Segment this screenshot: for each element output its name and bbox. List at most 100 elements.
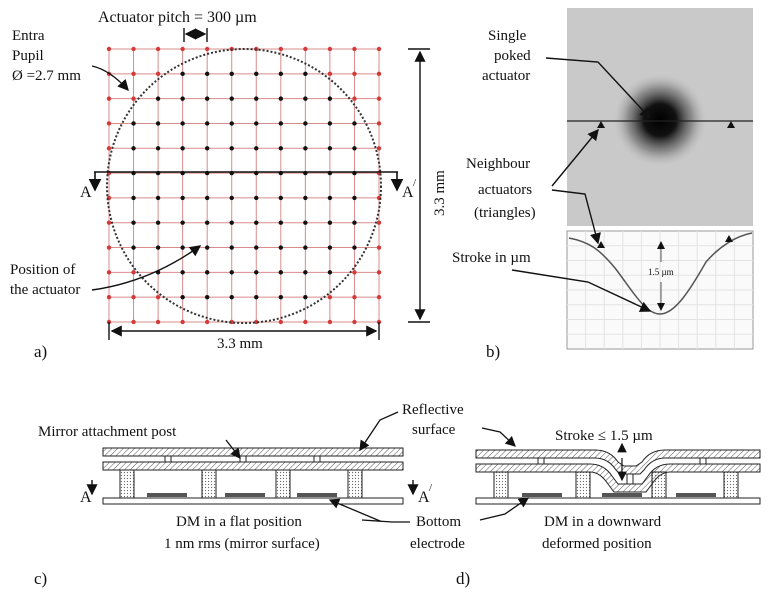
- actuator-dot: [131, 121, 136, 126]
- actuator-dot: [278, 245, 284, 250]
- neighbour-leader-arrow-bottom: [551, 189, 601, 245]
- actuator-dot: [254, 146, 259, 151]
- actuator-dot: [254, 294, 259, 300]
- actuator-dot: [303, 71, 308, 77]
- actuator-dot: [352, 220, 357, 225]
- actuator-dot: [131, 220, 136, 225]
- section-c-label-right: A: [418, 489, 430, 506]
- actuator-dot: [180, 245, 185, 250]
- actuator-dot: [303, 46, 308, 52]
- pupil-label-line2: Pupil: [12, 48, 44, 64]
- single-label-line2: poked: [494, 48, 531, 64]
- actuator-dot: [376, 71, 382, 77]
- actuator-dot: [106, 270, 112, 275]
- actuator-dot: [376, 96, 382, 101]
- flat-position-label-line1: DM in a flat position: [176, 514, 302, 530]
- reflective-label-line2: surface: [412, 422, 456, 438]
- section-c-prime: /: [429, 482, 433, 494]
- deformed-label-line2: deformed position: [542, 536, 652, 552]
- pupil-leader-arrow: [91, 65, 129, 92]
- d-electrode-2: [602, 493, 642, 497]
- poked-actuator-spot: [614, 74, 706, 166]
- panel-d: Reflective surface Stroke ≤ 1.5 µm Botto…: [328, 402, 761, 588]
- electrode-2: [225, 493, 265, 497]
- neighbour-label-line1: Neighbour: [466, 156, 530, 172]
- actuator-dot: [180, 195, 185, 201]
- actuator-dot: [376, 270, 382, 275]
- d-electrode-3: [676, 493, 716, 497]
- actuator-dot: [254, 245, 259, 250]
- pupil-label-line3: Ø =2.7 mm: [12, 68, 81, 84]
- actuator-dot: [131, 195, 136, 201]
- reflective-arrow-d: [481, 427, 516, 447]
- actuator-dot: [155, 146, 161, 151]
- bottom-electrode-label-line2: electrode: [410, 536, 465, 552]
- d-anchor-3: [651, 471, 667, 499]
- panel-c: Mirror attachment post A A / DM in a fla…: [34, 424, 433, 588]
- profile-neighbour-left: [597, 241, 605, 248]
- single-label-line3: actuator: [482, 68, 530, 84]
- single-leader-arrow: [545, 57, 651, 120]
- actuator-dot: [278, 121, 284, 126]
- d-attachment-post-2: [626, 473, 634, 485]
- d-anchor-2: [575, 471, 591, 499]
- actuator-dot: [155, 46, 161, 52]
- actuator-dot: [254, 220, 259, 225]
- actuator-dot: [303, 220, 308, 225]
- d-attachment-post-1: [537, 457, 545, 465]
- actuator-dot: [155, 319, 161, 325]
- neighbour-label-line2: actuators: [478, 182, 532, 198]
- actuator-dot: [352, 294, 357, 300]
- actuator-dot: [229, 121, 234, 126]
- actuator-dot: [229, 146, 234, 151]
- actuator-dot: [352, 245, 357, 250]
- actuator-grid: [106, 46, 382, 325]
- section-prime-right: /: [413, 177, 417, 189]
- actuator-dot: [155, 294, 161, 300]
- single-label-line1: Single: [488, 28, 527, 44]
- panel-b-tag: b): [486, 342, 500, 361]
- panel-d-tag: d): [456, 569, 470, 588]
- actuator-dot: [131, 146, 136, 151]
- actuator-dot: [204, 71, 210, 77]
- actuator-dot: [327, 319, 333, 325]
- actuator-dot: [204, 195, 210, 201]
- actuator-dot: [180, 319, 185, 325]
- actuator-dot: [155, 220, 161, 225]
- actuator-dot: [229, 245, 234, 250]
- actuator-pitch-label: Actuator pitch = 300 µm: [98, 9, 257, 26]
- panel-a: A A / Actuator pitch = 300 µm Entra Pupi…: [10, 9, 448, 361]
- actuator-dot: [131, 245, 136, 250]
- actuator-dot: [106, 220, 112, 225]
- substrate: [102, 497, 404, 505]
- position-leader-arrow: [91, 245, 202, 291]
- actuator-dot: [303, 245, 308, 250]
- reflective-arrow-c: [359, 411, 399, 452]
- panel-c-tag: c): [34, 569, 47, 588]
- d-substrate: [475, 497, 761, 505]
- actuator-dot: [352, 121, 357, 126]
- actuator-dot: [254, 121, 259, 126]
- actuator-dot: [229, 294, 234, 300]
- actuator-dot: [106, 121, 112, 126]
- actuator-dot: [106, 294, 112, 300]
- actuator-dot: [303, 146, 308, 151]
- actuator-dot: [278, 294, 284, 300]
- actuator-dot: [131, 294, 136, 300]
- actuator-dot: [180, 46, 185, 52]
- actuator-dot: [106, 96, 112, 101]
- actuator-dot: [131, 270, 136, 275]
- section-c-label-left: A: [80, 489, 92, 506]
- actuator-dot: [327, 146, 333, 151]
- actuator-dot: [180, 71, 185, 77]
- attachment-post-arrow: [225, 439, 241, 460]
- electrode-1: [147, 493, 187, 497]
- actuator-dot: [254, 270, 259, 275]
- attachment-post-label: Mirror attachment post: [38, 424, 177, 440]
- flat-position-label-line2: 1 nm rms (mirror surface): [164, 536, 320, 552]
- actuator-dot: [327, 245, 333, 250]
- height-label: 3.3 mm: [432, 170, 448, 216]
- actuator-dot: [204, 96, 210, 101]
- actuator-dot: [352, 270, 357, 275]
